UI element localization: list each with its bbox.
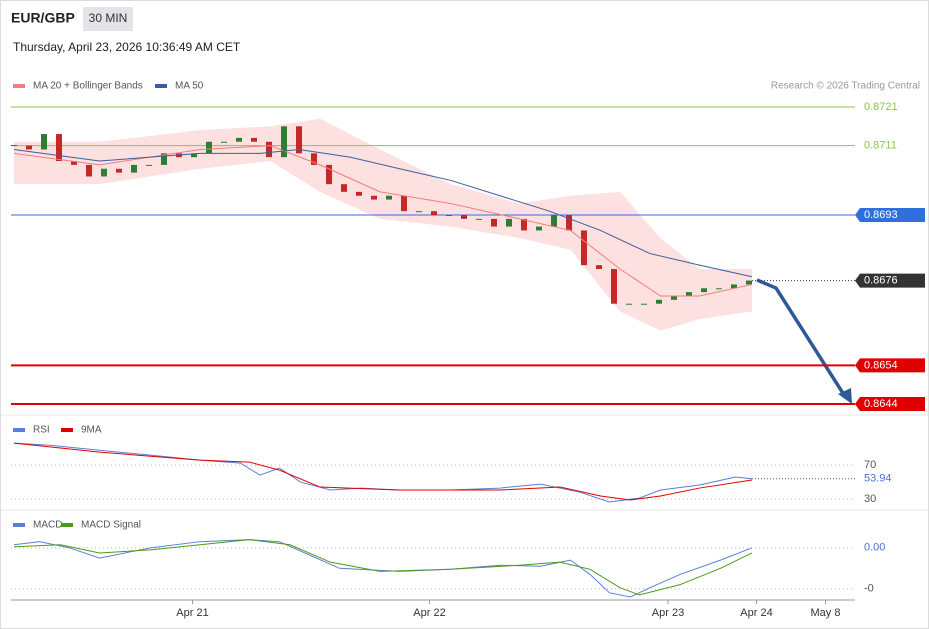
legend-label: MA 20 + Bollinger Bands — [33, 81, 143, 92]
series-line — [13, 145, 753, 297]
candle — [251, 137, 257, 142]
candle — [86, 164, 92, 177]
candle — [596, 265, 602, 270]
legend-label: RSI — [33, 425, 50, 436]
legend-label: MACD — [33, 520, 62, 531]
candle — [206, 141, 212, 154]
series-line — [13, 539, 753, 596]
candle — [536, 226, 542, 231]
candle — [581, 230, 587, 266]
legend-label: 9MA — [81, 425, 102, 436]
y-tick-label: 70 — [864, 459, 876, 471]
candle — [551, 215, 557, 227]
candle — [641, 303, 647, 305]
legend-swatch — [61, 428, 73, 432]
candle — [146, 164, 152, 166]
candle — [566, 215, 572, 231]
candle — [161, 153, 167, 165]
level-label: 0.8676 — [864, 274, 898, 286]
y-tick-label: 30 — [864, 493, 876, 505]
candle — [716, 288, 722, 290]
candle — [446, 215, 452, 217]
credit: Research © 2026 Trading Central — [771, 81, 920, 92]
forecast-arrow — [756, 278, 848, 399]
candle — [131, 164, 137, 173]
y-tick-label: 0.00 — [864, 542, 885, 554]
timestamp: Thursday, April 23, 2026 10:36:49 AM CET — [13, 40, 241, 54]
level-box — [855, 273, 925, 288]
x-tick-label: Apr 22 — [413, 607, 445, 619]
legend-label: MA 50 — [175, 81, 204, 92]
candle — [26, 145, 32, 150]
candle — [371, 195, 377, 200]
candle — [731, 284, 737, 289]
candle — [326, 164, 332, 185]
level-box — [855, 208, 925, 223]
candle — [416, 211, 422, 213]
series-line — [13, 148, 753, 278]
candle — [491, 218, 497, 227]
candle — [701, 288, 707, 293]
level-label: 0.8654 — [864, 359, 898, 371]
candle — [386, 195, 392, 200]
candle — [506, 218, 512, 227]
x-tick-label: Apr 24 — [740, 607, 772, 619]
candle — [476, 218, 482, 220]
x-tick-label: May 8 — [811, 607, 841, 619]
candle — [521, 218, 527, 231]
candle — [266, 141, 272, 158]
level-box — [855, 358, 925, 373]
candle — [671, 296, 677, 300]
series-line — [13, 442, 753, 501]
candle — [746, 280, 752, 285]
candle — [191, 153, 197, 158]
candle — [296, 126, 302, 154]
legend-swatch — [13, 84, 25, 88]
legend-swatch — [13, 523, 25, 527]
candle — [686, 292, 692, 296]
candle — [431, 211, 437, 216]
interval-button[interactable] — [83, 7, 133, 31]
candle — [461, 215, 467, 219]
bollinger-band — [14, 118, 752, 331]
y-tick-label: -0 — [864, 583, 874, 595]
interval[interactable]: 30 MIN — [89, 11, 128, 25]
candle — [611, 269, 617, 304]
forecast-arrow-head — [838, 388, 852, 404]
level-label: 0.8644 — [864, 398, 898, 410]
current-label: 53.94 — [864, 473, 892, 485]
candle — [626, 303, 632, 305]
level-label: 0.8721 — [864, 101, 898, 113]
x-tick-label: Apr 23 — [652, 607, 684, 619]
level-box — [855, 396, 925, 411]
candle — [236, 137, 242, 142]
legend-swatch — [61, 523, 73, 527]
level-label: 0.8711 — [864, 140, 897, 152]
candle — [41, 134, 47, 150]
legend-swatch — [13, 428, 25, 432]
candle — [71, 161, 77, 165]
candle — [101, 168, 107, 177]
x-tick-label: Apr 21 — [176, 607, 208, 619]
symbol: EUR/GBP — [11, 10, 75, 26]
candle — [221, 141, 227, 143]
legend-swatch — [155, 84, 167, 88]
candle — [281, 126, 287, 158]
candle — [116, 168, 122, 173]
candle — [401, 195, 407, 212]
legend-label: MACD Signal — [81, 520, 141, 531]
candle — [56, 134, 62, 162]
candle — [311, 153, 317, 165]
level-label: 0.8693 — [864, 209, 898, 221]
candle — [656, 299, 662, 304]
candle — [356, 191, 362, 196]
candle — [341, 184, 347, 192]
